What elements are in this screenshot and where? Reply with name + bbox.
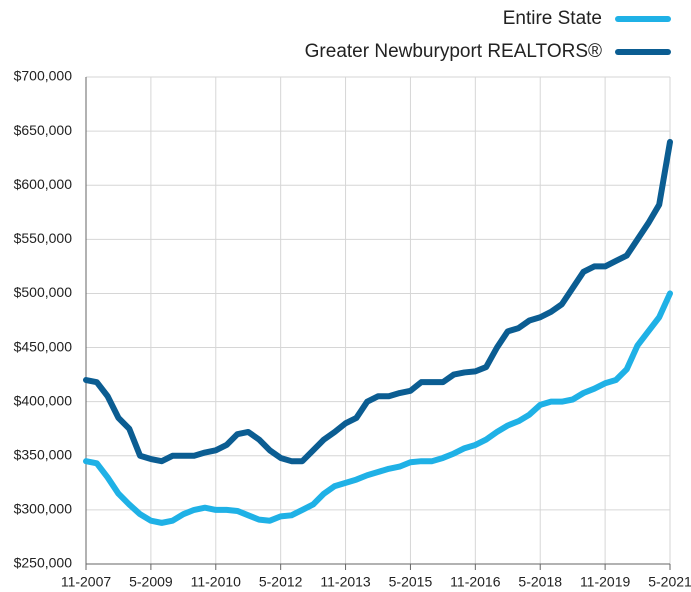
y-tick-label: $350,000 xyxy=(14,446,73,462)
y-tick-label: $500,000 xyxy=(14,284,73,300)
legend-label: Greater Newburyport REALTORS® xyxy=(305,41,602,62)
x-tick-label: 11-2010 xyxy=(191,574,242,590)
x-tick-label: 5-2012 xyxy=(259,574,303,590)
x-tick-label: 5-2018 xyxy=(518,574,562,590)
y-tick-label: $550,000 xyxy=(14,230,73,246)
x-tick-label: 11-2007 xyxy=(61,574,112,590)
y-tick-label: $250,000 xyxy=(14,555,73,571)
x-tick-label: 11-2016 xyxy=(450,574,501,590)
legend-label: Entire State xyxy=(503,8,602,29)
y-tick-label: $600,000 xyxy=(14,176,73,192)
y-tick-label: $450,000 xyxy=(14,338,73,354)
x-tick-label: 11-2019 xyxy=(580,574,631,590)
x-tick-label: 11-2013 xyxy=(320,574,371,590)
y-tick-label: $400,000 xyxy=(14,392,73,408)
y-tick-label: $700,000 xyxy=(14,68,73,84)
x-tick-label: 5-2015 xyxy=(389,574,433,590)
y-tick-label: $300,000 xyxy=(14,501,73,517)
y-tick-label: $650,000 xyxy=(14,122,73,138)
x-tick-label: 5-2009 xyxy=(129,574,173,590)
x-tick-label: 5-2021 xyxy=(648,574,691,590)
series-line xyxy=(83,290,673,526)
series-line xyxy=(83,138,673,465)
